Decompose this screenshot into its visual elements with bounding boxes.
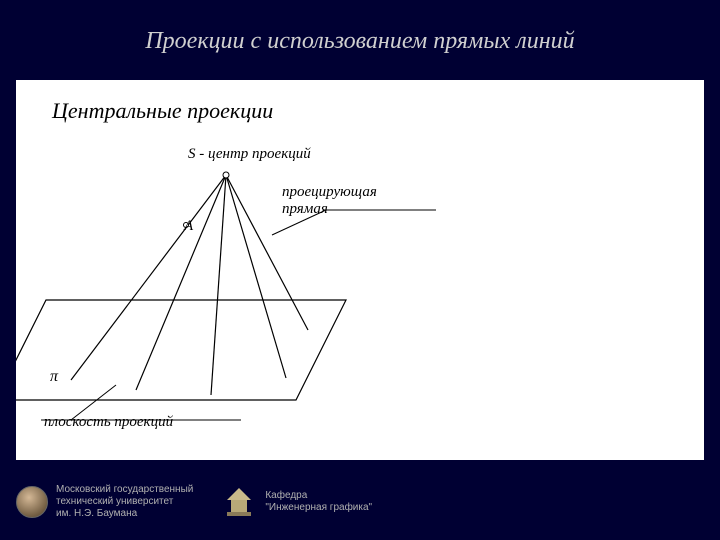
footer: Московский государственныйтехнический ун… bbox=[0, 472, 720, 532]
footer-org2: Кафедра"Инженерная графика" bbox=[221, 486, 372, 518]
slide-title: Проекции с использованием прямых линий bbox=[0, 0, 720, 55]
label-pi: π bbox=[50, 368, 58, 386]
label-center: S - центр проекций bbox=[188, 146, 311, 163]
university-logo-icon bbox=[16, 486, 48, 518]
projection-diagram bbox=[16, 80, 704, 460]
label-plane: плоскость проекций bbox=[44, 414, 173, 431]
diagram-panel: Центральные проекции S - центр проекций … bbox=[16, 80, 704, 460]
department-logo-icon bbox=[221, 486, 257, 518]
label-point-a: A bbox=[184, 218, 193, 235]
footer-org1: Московский государственныйтехнический ун… bbox=[16, 484, 193, 520]
org1-text: Московский государственныйтехнический ун… bbox=[56, 484, 193, 520]
label-proj-line: проецирующаяпрямая bbox=[282, 184, 377, 217]
org2-text: Кафедра"Инженерная графика" bbox=[265, 490, 372, 514]
